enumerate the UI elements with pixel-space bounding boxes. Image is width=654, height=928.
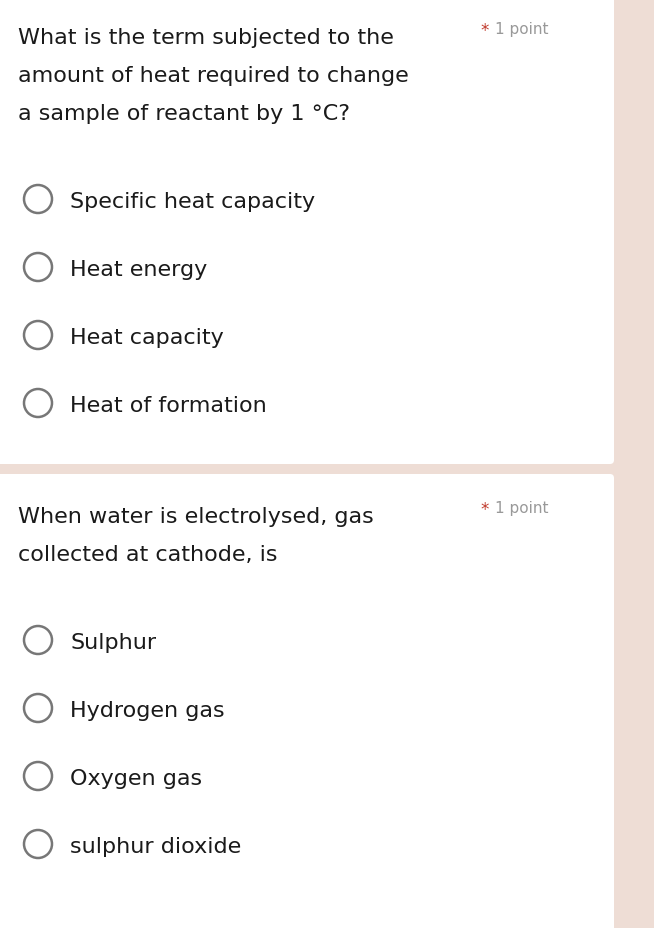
Circle shape xyxy=(24,186,52,213)
Circle shape xyxy=(24,322,52,350)
Circle shape xyxy=(24,390,52,418)
Text: Heat capacity: Heat capacity xyxy=(70,328,224,348)
Text: Hydrogen gas: Hydrogen gas xyxy=(70,701,224,720)
Circle shape xyxy=(24,694,52,722)
Text: 1 point: 1 point xyxy=(495,500,549,515)
Text: What is the term subjected to the: What is the term subjected to the xyxy=(18,28,394,48)
Text: When water is electrolysed, gas: When water is electrolysed, gas xyxy=(18,507,373,526)
Text: Sulphur: Sulphur xyxy=(70,632,156,652)
FancyBboxPatch shape xyxy=(0,0,614,465)
Text: Oxygen gas: Oxygen gas xyxy=(70,768,202,788)
Text: Heat energy: Heat energy xyxy=(70,260,207,279)
Text: amount of heat required to change: amount of heat required to change xyxy=(18,66,409,86)
FancyBboxPatch shape xyxy=(0,474,614,928)
Circle shape xyxy=(24,762,52,790)
Circle shape xyxy=(24,831,52,858)
Text: a sample of reactant by 1 °C?: a sample of reactant by 1 °C? xyxy=(18,104,350,123)
Text: sulphur dioxide: sulphur dioxide xyxy=(70,836,241,856)
Text: 1 point: 1 point xyxy=(495,22,549,37)
Circle shape xyxy=(24,626,52,654)
Text: *: * xyxy=(481,500,495,519)
Text: *: * xyxy=(481,22,495,40)
Text: Specific heat capacity: Specific heat capacity xyxy=(70,192,315,212)
Circle shape xyxy=(24,253,52,282)
Text: Heat of formation: Heat of formation xyxy=(70,395,267,416)
Text: collected at cathode, is: collected at cathode, is xyxy=(18,545,277,564)
